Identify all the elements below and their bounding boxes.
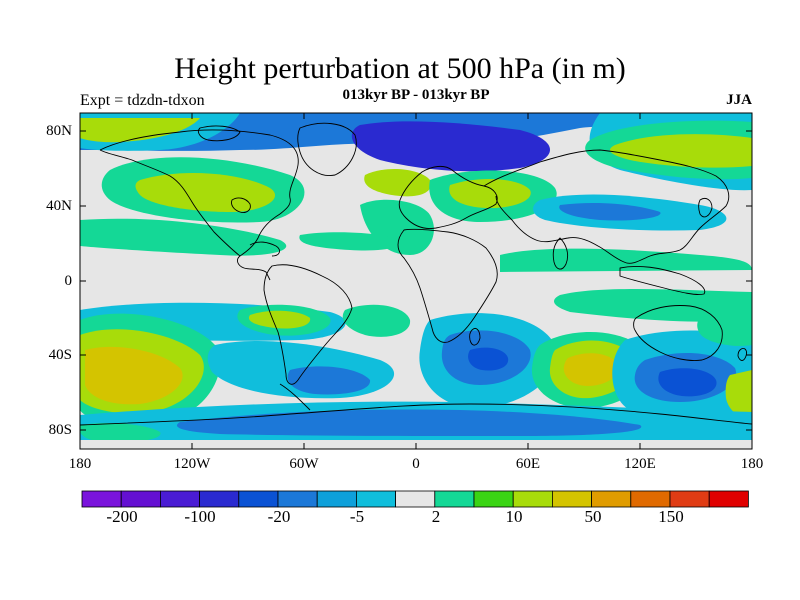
colorbar-box [199, 490, 240, 508]
colorbar-box [159, 490, 200, 508]
colorbar-box [238, 490, 279, 508]
contour-eu-yellow [449, 178, 531, 208]
lon-label-60e: 60E [515, 456, 541, 472]
colorbar-label-7: 50 [584, 507, 602, 526]
lon-label-120w: 120W [173, 456, 211, 472]
contour-asia-blue [559, 202, 661, 221]
coast-north-america [99, 129, 299, 281]
contour-aus-deep [658, 368, 717, 397]
colorbar-label-3: -20 [267, 507, 291, 526]
contour-sh-yellow-1 [248, 310, 311, 329]
contour-sp-gold [85, 346, 183, 405]
lat-label-0: 0 [64, 273, 73, 289]
colorbar-box [630, 490, 671, 508]
coast-australia [633, 305, 723, 361]
lon-label-180e: 180 [740, 456, 764, 472]
colorbar-label-2: -100 [184, 507, 216, 526]
contour-nz-green [697, 312, 752, 346]
map-ticks [80, 113, 752, 449]
coast-greenland [297, 122, 357, 176]
contour-tropic-4 [500, 248, 752, 272]
lat-label-40s: 40S [48, 347, 72, 363]
colorbar-label-5: 2 [431, 507, 441, 526]
colorbar-box [512, 490, 553, 508]
colorbar-boxes [81, 490, 749, 508]
colorbar-box [120, 490, 161, 508]
contour-antarctic-blue [176, 409, 642, 436]
coastlines [80, 122, 752, 426]
contour-tropic-1 [80, 218, 287, 256]
colorbar-box [395, 490, 436, 508]
contour-arctic-deep [351, 121, 550, 172]
coast-south-america [263, 264, 353, 385]
colorbar-box [81, 490, 122, 508]
lon-label-120e: 120E [624, 456, 656, 472]
contour-sh-green-2 [342, 304, 411, 337]
coast-africa [397, 228, 498, 343]
colorbar-box [552, 490, 593, 508]
contour-antarctic-green [80, 422, 161, 443]
coast-madagascar [469, 327, 481, 346]
colorbar-box [355, 490, 396, 508]
contour-io-gold [563, 353, 619, 386]
lat-label-80s: 80S [48, 422, 72, 438]
coast-japan [698, 197, 713, 218]
contour-tropic-3 [299, 232, 401, 251]
contour-sh-blue-1 [287, 366, 371, 395]
lon-label-0: 0 [412, 456, 420, 472]
contour-nw-green [80, 118, 200, 143]
contour-field [80, 113, 752, 449]
colorbar-label-8: 150 [658, 507, 684, 526]
contour-se-yellow [725, 370, 752, 420]
coast-europe [398, 165, 498, 229]
colorbar-box [669, 490, 710, 508]
coast-caribbean [249, 241, 280, 257]
contour-atl-yellow [364, 168, 431, 197]
lat-label-80n: 80N [46, 123, 72, 139]
subtitle: 013kyr BP - 013kyr BP [342, 87, 490, 103]
colorbar-label-1: -200 [106, 507, 138, 526]
coast-arctic-islands [197, 125, 241, 142]
lon-label-180w: 180 [68, 456, 92, 472]
colorbar-box [434, 490, 475, 508]
lon-label-60w: 60W [289, 456, 319, 472]
colorbar-box [708, 490, 749, 508]
coast-asia [483, 149, 730, 264]
colorbar-label-4: -5 [349, 507, 365, 526]
coast-antarctic-peninsula [279, 383, 311, 411]
colorbar-box [591, 490, 632, 508]
coast-new-zealand [737, 347, 747, 361]
coast-antarctica [80, 403, 752, 426]
colorbar-box [473, 490, 514, 508]
coast-indonesia [619, 265, 706, 295]
lat-label-40n: 40N [46, 198, 72, 214]
contour-tropic-5 [554, 288, 752, 322]
experiment-label: Expt = tdzdn-tdxon [80, 92, 205, 109]
coast-india [552, 237, 569, 270]
colorbar-box [277, 490, 318, 508]
colorbar-box [316, 490, 357, 508]
contour-sh-deep-1 [468, 347, 509, 371]
map-title: Height perturbation at 500 hPa (in m) [174, 52, 626, 85]
contour-na-yellow [135, 173, 276, 212]
contour-ne-yellow [610, 134, 752, 168]
season-label: JJA [726, 92, 752, 108]
colorbar-label-6: 10 [505, 507, 523, 526]
coast-great-lakes [231, 197, 251, 213]
